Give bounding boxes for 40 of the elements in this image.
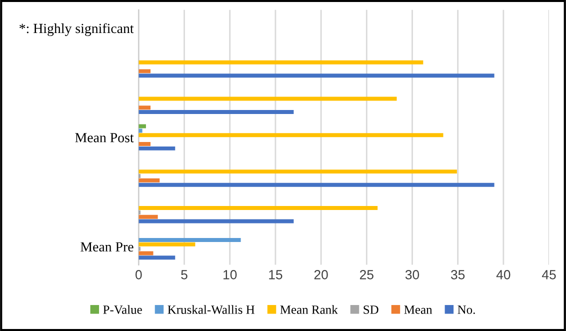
y-tick-label: Mean Pre — [80, 242, 134, 252]
x-tick-label: 30 — [405, 270, 420, 280]
bar — [138, 146, 176, 150]
bar — [138, 74, 494, 78]
bar — [138, 238, 241, 242]
bar — [138, 60, 424, 64]
x-tick-label: 0 — [136, 270, 142, 280]
bar — [138, 182, 494, 187]
y-tick-label: *: Highly significant — [20, 23, 134, 36]
bar — [138, 178, 160, 182]
bar — [138, 251, 154, 256]
bar — [138, 110, 294, 114]
bar — [138, 128, 142, 133]
bar — [138, 142, 151, 146]
bar — [138, 170, 457, 174]
legend-label: Mean — [404, 306, 432, 314]
x-tick-label: 10 — [224, 270, 237, 280]
bar — [138, 69, 151, 74]
bar — [138, 219, 294, 224]
bar — [138, 96, 397, 101]
bar — [138, 256, 176, 260]
bar — [138, 106, 151, 110]
bar — [138, 133, 444, 138]
bar — [138, 214, 158, 219]
legend-label: SD — [364, 306, 378, 314]
y-tick-label: Mean Post — [75, 133, 134, 142]
legend-label: No. — [458, 306, 475, 314]
legend-label: Mean Rank — [280, 305, 338, 314]
x-tick-label: 20 — [314, 270, 328, 280]
x-tick-label: 35 — [450, 270, 465, 280]
bar — [138, 206, 378, 210]
bar — [138, 242, 196, 246]
x-tick-label: 5 — [181, 270, 188, 280]
x-tick-label: 15 — [269, 270, 282, 280]
legend-label: Kruskal-Wallis H — [168, 305, 255, 314]
x-tick-label: 45 — [542, 270, 556, 280]
x-tick-label: 40 — [496, 270, 510, 280]
bar — [138, 124, 146, 128]
x-tick-label: 25 — [360, 270, 374, 280]
legend-label: P-Value — [103, 305, 142, 314]
